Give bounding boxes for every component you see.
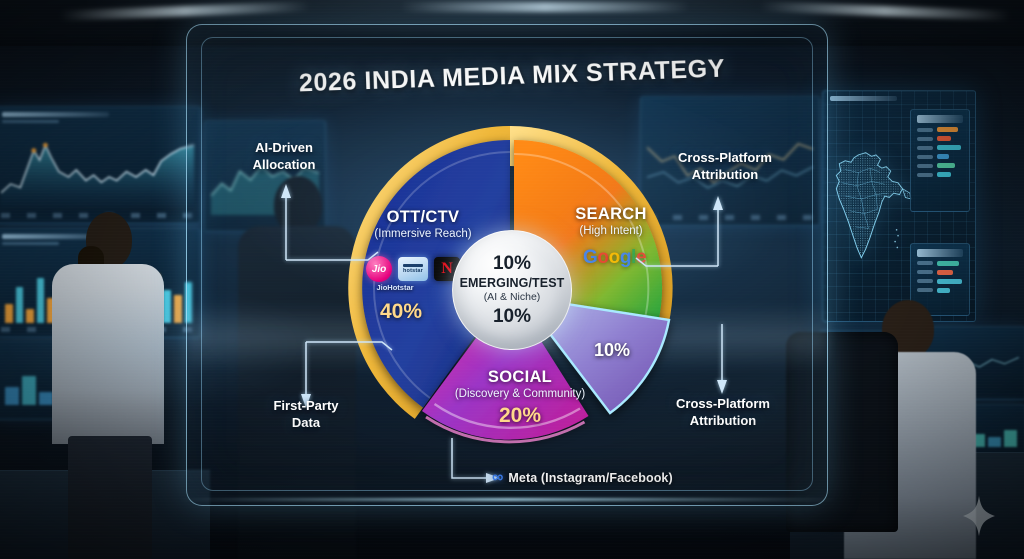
meta-logo-icon: ∞ (492, 469, 504, 486)
google-letter-g1: G (583, 247, 598, 268)
google-letter-o2: o (608, 247, 621, 268)
hub-category-name: EMERGING/TEST (459, 276, 565, 290)
monitor-subtitle-bar (2, 120, 60, 123)
sparkle-watermark-icon (963, 495, 995, 537)
panel-row (917, 269, 963, 275)
map-screen-title (830, 96, 897, 101)
meta-footnote-text: Meta (Instagram/Facebook) (508, 471, 673, 485)
wall-monitor-area-chart (0, 106, 201, 224)
person-torso (52, 264, 164, 444)
ott-logo-caption: JioHotstar (376, 283, 414, 292)
callout-line-1: First-Party (273, 398, 339, 413)
panel-row (917, 287, 963, 293)
wall-monitor-india-map (822, 90, 976, 322)
map-side-panel-top (910, 109, 970, 213)
area-chart-svg (1, 142, 194, 207)
callout-cross-platform-top: Cross-Platform Attribution (650, 150, 800, 183)
panel-row (917, 127, 963, 132)
india-map-graphic (829, 109, 917, 302)
jiohotstar-logo: hotstar (398, 257, 428, 281)
glass-bottom-edge-glow (178, 498, 838, 501)
hub-bottom-percent: 10% (492, 306, 532, 327)
donut-center-hub: 10% EMERGING/TEST (AI & Niche) 10% (452, 230, 572, 350)
callout-line-2: Data (291, 414, 321, 430)
google-logo: Google (583, 247, 647, 269)
panel-row (917, 163, 963, 168)
callout-line-2: Attribution (691, 166, 759, 182)
callout-line-1: Cross-Platform (678, 150, 772, 165)
callout-line-2: Allocation (252, 156, 316, 172)
callout-first-party-data: First-Party Data (240, 398, 372, 431)
panel-row (917, 278, 963, 284)
google-letter-g2: g (619, 247, 632, 268)
jio-logo: Jio (366, 256, 392, 282)
panel-title-bar (917, 248, 963, 257)
callout-ai-driven: AI-Driven Allocation (218, 140, 350, 173)
panel-row (917, 172, 963, 177)
hub-top-percent: 10% (492, 253, 532, 274)
hub-subtitle: (AI & Niche) (483, 291, 541, 303)
background-area-chart (1, 131, 194, 207)
india-map-svg (835, 152, 912, 260)
callout-line-1: Cross-Platform (676, 396, 770, 411)
panel-row (917, 154, 963, 159)
person-legs (68, 436, 152, 559)
panel-row (917, 260, 963, 266)
callout-cross-platform-bottom: Cross-Platform Attribution (648, 396, 798, 429)
panel-title-bar (917, 115, 963, 123)
callout-line-1: AI-Driven (255, 140, 313, 155)
google-letter-e: e (635, 247, 647, 268)
person-standing-left (46, 212, 168, 559)
meta-footnote: ∞ Meta (Instagram/Facebook) (492, 470, 673, 486)
callout-line-2: Attribution (689, 412, 757, 428)
google-letter-o1: o (597, 247, 609, 268)
panel-row (917, 145, 963, 150)
monitor-title-bar (2, 112, 109, 117)
panel-row (917, 136, 963, 141)
